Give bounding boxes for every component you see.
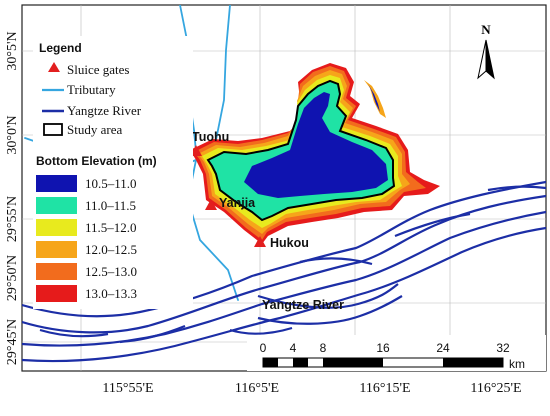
lat-label-29-55: 29°55'N [5, 196, 20, 242]
lat-label-29-50: 29°50'N [5, 255, 20, 301]
scale-bar: 0 4 8 16 24 32 km [247, 335, 546, 371]
legend-study-icon [43, 123, 63, 136]
label-yangtze-river: Yangtze River [262, 298, 344, 312]
legend: Legend Sluice gates Tributary Yangtze Ri… [33, 36, 193, 153]
elevation-legend: Bottom Elevation (m) 10.5–11.0 11.0–11.5… [33, 151, 193, 309]
elev-swatch-5 [36, 263, 77, 280]
legend-title: Legend [39, 41, 82, 55]
lake-arm-inner [368, 84, 380, 112]
label-yanjia: Yanjia [219, 196, 256, 210]
scale-tick-32: 32 [496, 341, 510, 355]
elev-label-4: 12.0–12.5 [85, 242, 137, 257]
legend-sluice-icon [48, 62, 60, 72]
elev-swatch-4 [36, 241, 77, 258]
legend-yangtze-label: Yangtze River [67, 103, 142, 118]
elev-label-3: 11.5–12.0 [85, 220, 137, 235]
scale-unit: km [509, 357, 525, 371]
sluice-gate-yanjia[interactable] [205, 199, 217, 210]
elev-swatch-2 [36, 197, 77, 214]
lat-label-29-45: 29°45'N [5, 319, 20, 365]
elev-swatch-6 [36, 285, 77, 302]
legend-sluice-label: Sluice gates [67, 62, 129, 77]
elev-label-1: 10.5–11.0 [85, 176, 137, 191]
scale-tick-24: 24 [436, 341, 450, 355]
north-arrow: N [477, 22, 495, 80]
yangtze-river [22, 180, 546, 363]
elev-label-5: 12.5–13.0 [85, 264, 137, 279]
lon-label-115-55: 115°55'E [102, 381, 153, 396]
scale-tick-16: 16 [376, 341, 390, 355]
latitude-labels: 30°5'N 30°0'N 29°55'N 29°50'N 29°45'N [5, 31, 20, 365]
elev-swatch-1 [36, 175, 77, 192]
lon-label-116-15: 116°15'E [359, 381, 410, 396]
elev-swatch-3 [36, 219, 77, 236]
zone-10.5-11.0 [244, 92, 388, 198]
north-label: N [481, 22, 491, 37]
legend-study-label: Study area [67, 122, 122, 137]
label-hukou: Hukou [270, 236, 309, 250]
lon-label-116-05: 116°5'E [235, 381, 279, 396]
longitude-labels: 115°55'E 116°5'E 116°15'E 116°25'E [102, 381, 521, 396]
scale-tick-0: 0 [260, 341, 267, 355]
study-area-outline [206, 79, 396, 222]
scale-tick-8: 8 [320, 341, 327, 355]
elevation-legend-title: Bottom Elevation (m) [36, 154, 157, 168]
lat-label-30-00: 30°0'N [5, 115, 20, 154]
legend-tributary-label: Tributary [67, 82, 116, 97]
elev-label-6: 13.0–13.3 [85, 286, 137, 301]
lake [190, 63, 440, 244]
scale-tick-4: 4 [290, 341, 297, 355]
elev-label-2: 11.0–11.5 [85, 198, 136, 213]
lon-label-116-25: 116°25'E [470, 381, 521, 396]
lat-label-30-05: 30°5'N [5, 31, 20, 70]
label-tuohu: Tuohu [192, 130, 229, 144]
sluice-gate-hukou[interactable] [254, 236, 266, 247]
